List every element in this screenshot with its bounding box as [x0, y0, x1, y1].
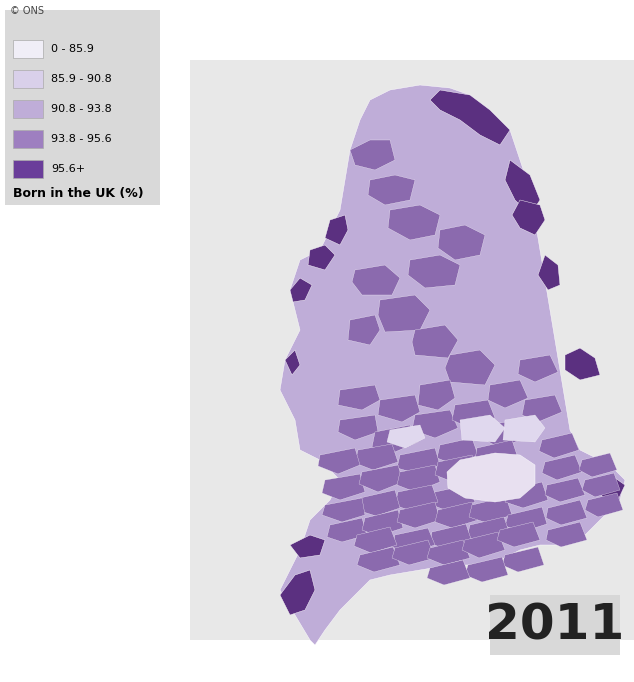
Polygon shape — [462, 532, 505, 558]
Polygon shape — [437, 438, 478, 465]
Polygon shape — [485, 420, 525, 448]
Polygon shape — [338, 385, 380, 410]
Polygon shape — [538, 255, 560, 290]
Polygon shape — [518, 355, 558, 382]
Polygon shape — [418, 380, 455, 410]
Polygon shape — [427, 560, 470, 585]
Polygon shape — [475, 440, 518, 468]
Text: 85.9 - 90.8: 85.9 - 90.8 — [51, 74, 112, 84]
Polygon shape — [565, 348, 600, 380]
Polygon shape — [387, 425, 425, 448]
Text: © ONS: © ONS — [10, 6, 44, 16]
Polygon shape — [445, 350, 495, 385]
Polygon shape — [545, 478, 585, 502]
Polygon shape — [327, 518, 367, 542]
Polygon shape — [460, 415, 505, 442]
Polygon shape — [505, 482, 548, 508]
Polygon shape — [505, 160, 540, 215]
Polygon shape — [359, 465, 403, 492]
Polygon shape — [352, 265, 400, 295]
Polygon shape — [427, 540, 470, 565]
Polygon shape — [472, 460, 516, 488]
Polygon shape — [318, 448, 360, 474]
Polygon shape — [392, 528, 435, 553]
Polygon shape — [397, 465, 440, 492]
Bar — [13, 160, 43, 178]
Polygon shape — [355, 444, 398, 470]
Polygon shape — [465, 557, 508, 582]
Polygon shape — [522, 395, 562, 422]
Polygon shape — [285, 350, 300, 375]
Polygon shape — [582, 473, 620, 497]
Text: 90.8 - 93.8: 90.8 - 93.8 — [51, 104, 112, 114]
Polygon shape — [542, 455, 582, 480]
Polygon shape — [322, 498, 365, 522]
Polygon shape — [354, 527, 397, 553]
Polygon shape — [497, 522, 540, 547]
Polygon shape — [408, 255, 460, 288]
Polygon shape — [469, 497, 512, 523]
Polygon shape — [430, 90, 510, 145]
Bar — [490, 595, 620, 655]
Polygon shape — [467, 517, 510, 543]
Bar — [190, 60, 634, 640]
Polygon shape — [447, 453, 535, 502]
Polygon shape — [438, 225, 485, 260]
Polygon shape — [430, 524, 472, 550]
Bar — [13, 130, 43, 148]
Polygon shape — [290, 278, 312, 302]
Polygon shape — [546, 522, 587, 547]
Bar — [5, 10, 160, 205]
Polygon shape — [338, 415, 378, 440]
Polygon shape — [512, 200, 545, 235]
Bar — [13, 100, 43, 118]
Polygon shape — [539, 433, 579, 458]
Polygon shape — [503, 415, 545, 442]
Polygon shape — [600, 478, 625, 505]
Polygon shape — [325, 215, 348, 245]
Polygon shape — [502, 547, 544, 572]
Bar — [13, 70, 43, 88]
Polygon shape — [357, 490, 400, 516]
Polygon shape — [452, 400, 495, 428]
Polygon shape — [579, 453, 617, 477]
Polygon shape — [368, 175, 415, 205]
Polygon shape — [585, 493, 623, 517]
Polygon shape — [488, 380, 528, 408]
Polygon shape — [397, 448, 440, 474]
Text: 95.6+: 95.6+ — [51, 164, 85, 174]
Polygon shape — [397, 502, 440, 528]
Polygon shape — [395, 485, 438, 512]
Text: 0 - 85.9: 0 - 85.9 — [51, 44, 94, 54]
Polygon shape — [412, 325, 458, 358]
Polygon shape — [350, 140, 395, 170]
Polygon shape — [378, 295, 430, 332]
Polygon shape — [378, 395, 420, 422]
Text: Born in the UK (%): Born in the UK (%) — [13, 187, 144, 200]
Polygon shape — [357, 547, 400, 572]
Text: 93.8 - 95.6: 93.8 - 95.6 — [51, 134, 112, 144]
Polygon shape — [322, 474, 365, 500]
Polygon shape — [388, 205, 440, 240]
Polygon shape — [362, 510, 403, 536]
Polygon shape — [280, 85, 625, 645]
Polygon shape — [505, 507, 547, 532]
Polygon shape — [290, 535, 325, 558]
Polygon shape — [435, 455, 478, 482]
Polygon shape — [348, 315, 380, 345]
Polygon shape — [392, 540, 435, 565]
Polygon shape — [308, 245, 335, 270]
Polygon shape — [435, 502, 478, 528]
Polygon shape — [372, 425, 418, 452]
Bar — [13, 40, 43, 58]
Polygon shape — [432, 485, 475, 512]
Polygon shape — [546, 500, 587, 525]
Text: 2011: 2011 — [485, 601, 624, 649]
Polygon shape — [412, 410, 458, 438]
Polygon shape — [280, 570, 315, 615]
